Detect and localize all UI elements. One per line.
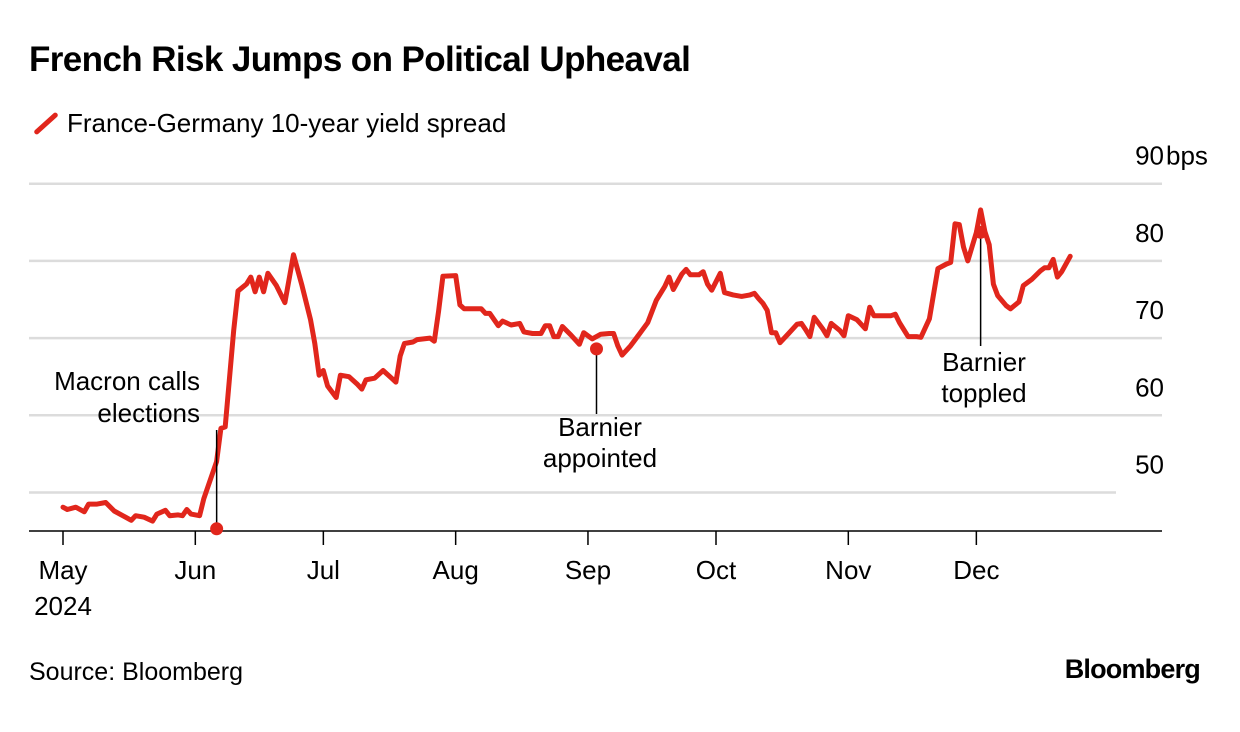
annotation-label: appointed bbox=[543, 443, 657, 473]
x-tick-label-jun: Jun bbox=[174, 555, 216, 585]
y-tick-label: 80 bbox=[1135, 218, 1164, 248]
annotation-label: toppled bbox=[941, 378, 1026, 408]
y-tick-label: 70 bbox=[1135, 295, 1164, 325]
y-tick-label: 50 bbox=[1135, 450, 1164, 480]
chart-title: French Risk Jumps on Political Upheaval bbox=[29, 40, 691, 79]
x-tick-label-sep: Sep bbox=[565, 555, 611, 585]
annotation-label: Macron calls bbox=[54, 366, 200, 396]
x-tick-sublabel-year: 2024 bbox=[34, 591, 92, 621]
y-tick-label: 60 bbox=[1135, 372, 1164, 402]
x-tick-label-oct: Oct bbox=[696, 555, 737, 585]
y-tick-label: 90 bbox=[1135, 141, 1164, 171]
x-tick-label-aug: Aug bbox=[433, 555, 479, 585]
annotation-label: Barnier bbox=[558, 412, 642, 442]
annotation-marker-dot bbox=[210, 522, 224, 536]
annotation-marker-dot bbox=[974, 225, 988, 239]
x-tick-label-may: May bbox=[38, 555, 87, 585]
x-tick-label-jul: Jul bbox=[307, 555, 340, 585]
series-line-spread bbox=[60, 207, 1073, 524]
x-tick-label-nov: Nov bbox=[825, 555, 871, 585]
y-unit-label: bps bbox=[1166, 141, 1208, 171]
annotation-marker-dot bbox=[590, 342, 603, 356]
source-note: Source: Bloomberg bbox=[29, 658, 244, 686]
annotation-label: Barnier bbox=[942, 347, 1026, 377]
legend-label: France-Germany 10-year yield spread bbox=[67, 107, 507, 138]
legend: France-Germany 10-year yield spread bbox=[29, 106, 506, 140]
x-tick-label-dec: Dec bbox=[953, 555, 999, 585]
bloomberg-logo: Bloomberg bbox=[1064, 654, 1201, 684]
annotation-label: elections bbox=[97, 398, 200, 428]
